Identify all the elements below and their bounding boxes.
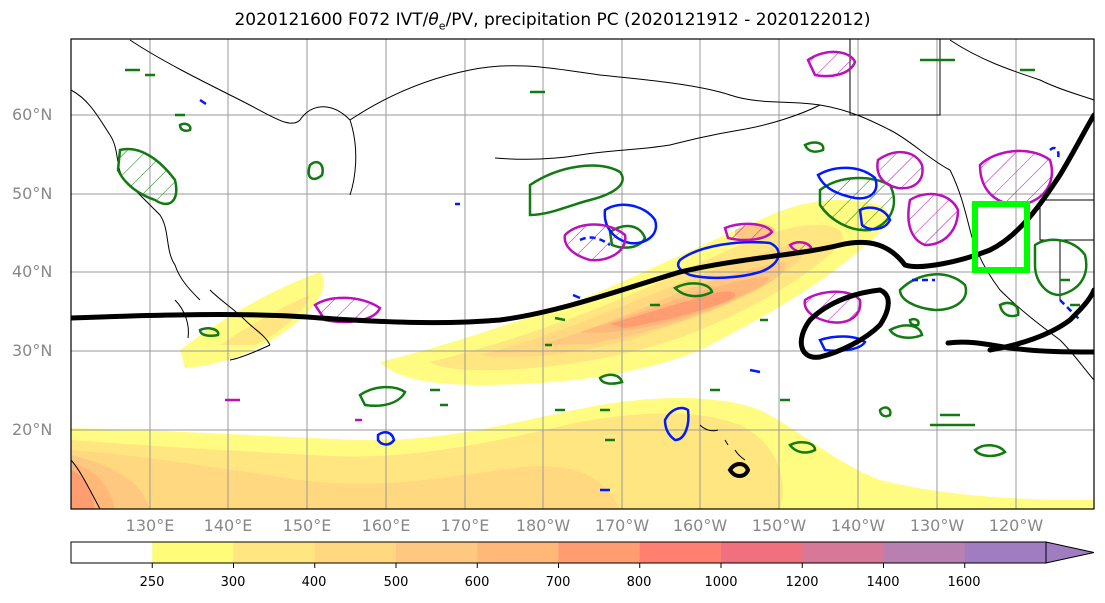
map-frame (70, 38, 1095, 510)
graticule (71, 39, 1094, 509)
lon-label-170w: 170°W (594, 516, 650, 535)
colorbar-tick-label: 1200 (785, 575, 819, 590)
colorbar-tick-label: 600 (464, 575, 490, 590)
lon-label-120w: 120°W (988, 516, 1044, 535)
colorbar-segment (396, 542, 478, 563)
colorbar-tick-label: 400 (301, 575, 327, 590)
coastlines (71, 39, 1094, 509)
colorbar-tick-label: 300 (220, 575, 246, 590)
colorbar-segment (477, 542, 559, 563)
colorbar (70, 541, 1095, 568)
lon-label-150e: 150°E (282, 516, 332, 535)
colorbar-segment (883, 542, 966, 563)
colorbar-tick-label: 700 (545, 575, 571, 590)
colorbar-tick-label: 1600 (947, 575, 981, 590)
lat-label-50n: 50°N (12, 184, 53, 203)
colorbar-segment (71, 542, 153, 563)
lon-label-180w: 180°W (515, 516, 571, 535)
colorbar-segment (558, 542, 641, 563)
lon-label-150w: 150°W (751, 516, 807, 535)
map-area (71, 39, 1094, 509)
colorbar-segment (802, 542, 884, 563)
colorbar-segment (639, 542, 722, 563)
lon-label-160e: 160°E (361, 516, 411, 535)
colorbar-tick-label: 1400 (866, 575, 900, 590)
lon-label-140e: 140°E (203, 516, 253, 535)
colorbar-tick-label: 1000 (704, 575, 738, 590)
colorbar-tick-label: 250 (139, 575, 165, 590)
map-title: 2020121600 F072 IVT/θe/PV, precipitation… (234, 10, 871, 33)
lat-label-30n: 30°N (12, 341, 53, 360)
lat-label-20n: 20°N (12, 420, 53, 439)
lon-label-170e: 170°E (440, 516, 490, 535)
lat-label-40n: 40°N (12, 262, 53, 281)
colorbar-segment (721, 542, 803, 563)
lon-label-140w: 140°W (830, 516, 886, 535)
colorbar-extend-arrow (1045, 541, 1095, 564)
colorbar-tick-label: 500 (383, 575, 409, 590)
colorbar-segment (233, 542, 316, 563)
target-region-box (972, 201, 1030, 273)
theta-e-contours (71, 112, 1094, 478)
colorbar-tick-label: 800 (626, 575, 652, 590)
lat-label-60n: 60°N (12, 105, 53, 124)
colorbar-segment (314, 542, 397, 563)
colorbar-segment (152, 542, 234, 563)
lon-label-130e: 130°E (125, 516, 175, 535)
lon-label-130w: 130°W (909, 516, 965, 535)
lon-label-160w: 160°W (672, 516, 728, 535)
colorbar-segment (964, 542, 1047, 563)
